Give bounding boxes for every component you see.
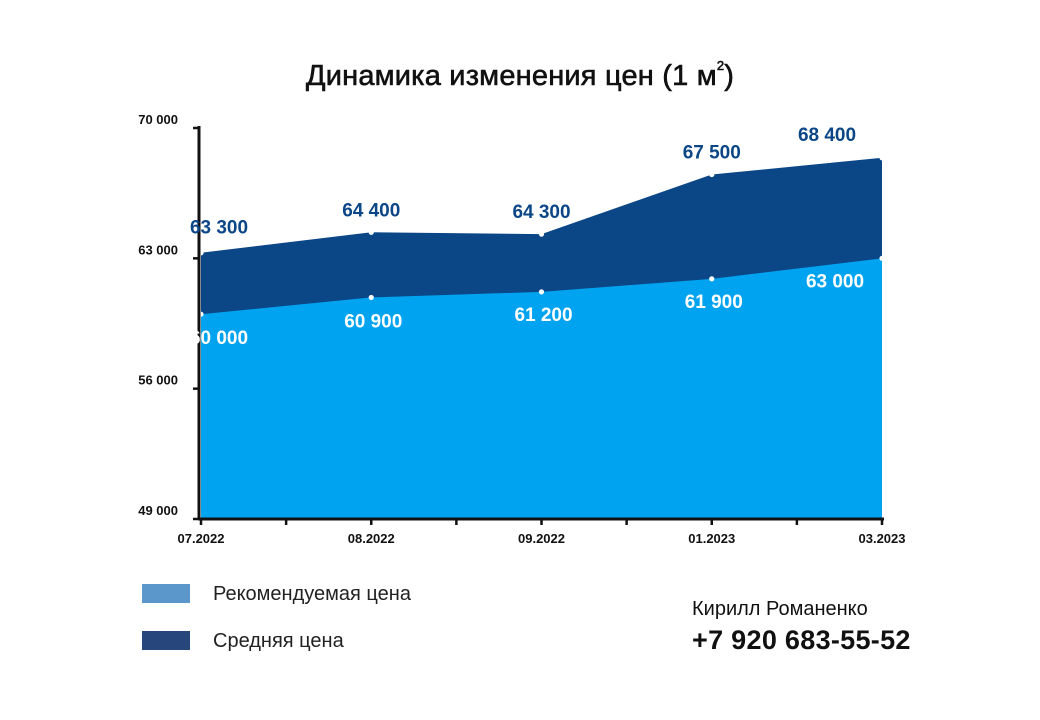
- x-tick-label-2: 09.2022: [518, 531, 565, 546]
- data-label-recommended-0: 60 000: [190, 328, 248, 349]
- legend-label-average: Средняя цена: [213, 630, 344, 652]
- areas-layer: [198, 155, 885, 520]
- axes-layer: 49 000 56 000 63 000 70 000 07.2022 08.2022 09…: [138, 112, 905, 546]
- area-recommended-price: [201, 258, 882, 519]
- contact-block: Кирилл Романенко +7 920 683-55-52: [692, 597, 911, 657]
- data-label-average-2: 64 300: [512, 202, 570, 223]
- labels-layer: 63 300 64 400 64 300 67 500 68 400 60 000 60 9…: [190, 125, 864, 349]
- x-tick-label-1: 08.2022: [348, 531, 395, 546]
- data-label-average-3: 67 500: [683, 143, 741, 164]
- data-label-recommended-3: 61 900: [685, 292, 743, 313]
- y-tick-label-3: 70 000: [138, 112, 178, 127]
- price-area-chart: 49 000 56 000 63 000 70 000 07.2022 08.2022 09…: [138, 112, 905, 546]
- data-label-average-0: 63 300: [190, 218, 248, 239]
- data-point-recommended-1: [368, 294, 374, 301]
- data-label-recommended-2: 61 200: [514, 305, 572, 326]
- legend-label-recommended: Рекомендуемая цена: [213, 583, 411, 605]
- contact-name: Кирилл Романенко: [692, 598, 868, 620]
- title-superscript: 2: [716, 58, 725, 74]
- data-point-recommended-2: [538, 289, 545, 295]
- x-tick-label-0: 07.2022: [178, 531, 225, 546]
- data-label-recommended-1: 60 900: [344, 311, 402, 332]
- data-point-recommended-3: [709, 276, 715, 282]
- data-label-recommended-4: 63 000: [806, 271, 864, 292]
- chart-title: Динамика изменения цен (1 м2): [305, 58, 735, 93]
- data-label-average-1: 64 400: [342, 200, 400, 221]
- data-point-average-4: [879, 155, 885, 161]
- contact-phone: +7 920 683-55-52: [692, 625, 911, 655]
- data-point-average-3: [709, 171, 715, 178]
- y-tick-label-1: 56 000: [138, 373, 178, 388]
- data-label-average-4: 68 400: [798, 125, 856, 146]
- data-point-average-2: [538, 231, 545, 237]
- x-tick-label-3: 01.2023: [688, 531, 735, 546]
- data-point-recommended-4: [879, 255, 885, 261]
- x-tick-label-4: 03.2023: [859, 531, 906, 546]
- legend-swatch-average: [142, 631, 190, 650]
- y-tick-label-2: 63 000: [138, 242, 178, 257]
- y-tick-label-0: 49 000: [138, 503, 178, 518]
- data-point-average-1: [368, 229, 374, 235]
- legend-swatch-recommended: [142, 584, 190, 603]
